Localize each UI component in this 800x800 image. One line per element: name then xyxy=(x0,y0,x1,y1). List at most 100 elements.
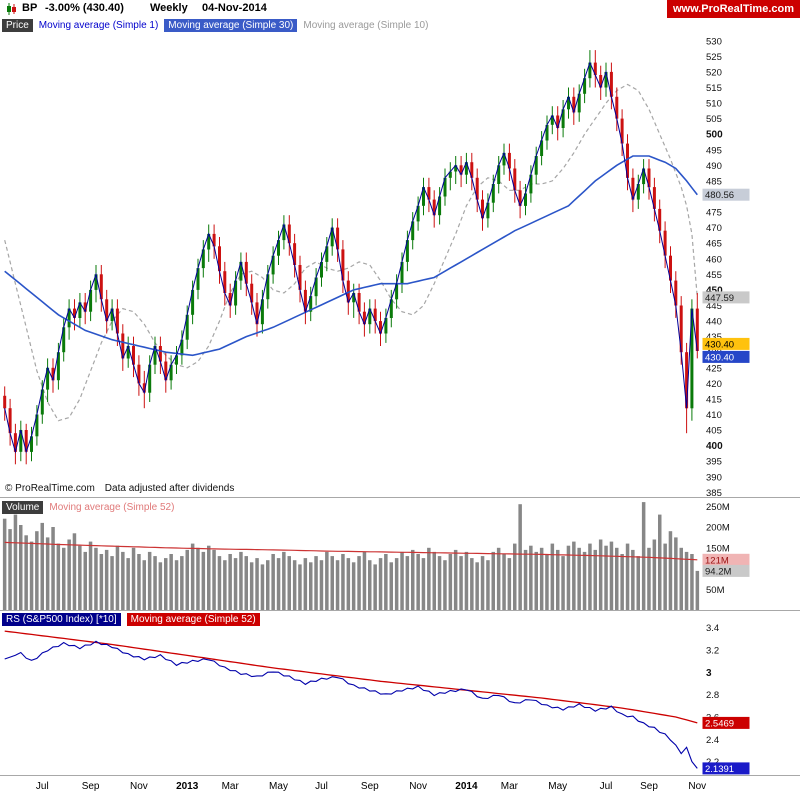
rs-axis-label: 2.8 xyxy=(706,690,719,701)
price-axis-label: 445 xyxy=(706,301,722,312)
panel-separator xyxy=(0,497,800,498)
date-label: 04-Nov-2014 xyxy=(202,2,267,14)
axis-price-tag xyxy=(702,762,750,775)
legend-ma-simple-10[interactable]: Moving average (Simple 10) xyxy=(303,19,429,31)
price-axis-label: 515 xyxy=(706,83,722,94)
price-axis-label: 460 xyxy=(706,254,722,265)
x-axis-label: Nov xyxy=(409,781,427,792)
volume-axis-label: 250M xyxy=(706,502,730,513)
price-legend: Price Moving average (Simple 1) Moving a… xyxy=(2,18,428,32)
price-axis-label: 465 xyxy=(706,239,722,250)
price-axis-label: 420 xyxy=(706,379,722,390)
price-axis-label: 525 xyxy=(706,52,722,63)
rs-axis-label: 2.4 xyxy=(706,735,719,746)
x-axis-label: Nov xyxy=(688,781,707,792)
x-axis-label: Jul xyxy=(599,781,613,792)
price-axis-label: 410 xyxy=(706,410,722,421)
axis-price-tag-label: 94.2M xyxy=(705,566,731,577)
price-axis-label: 495 xyxy=(706,145,722,156)
price-axis-label: 440 xyxy=(706,317,722,328)
price-axis-label: 520 xyxy=(706,67,722,78)
volume-axis-label: 200M xyxy=(706,523,730,534)
volume-axis-label: 150M xyxy=(706,543,730,554)
rs-axis-label: 3 xyxy=(706,668,712,679)
price-axis-label: 415 xyxy=(706,394,722,405)
time-axis: Jul Sep Nov 2013 Mar May Jul Sep Nov 2014 Mar May Ju… xyxy=(0,776,800,800)
axis-price-tag xyxy=(702,564,750,577)
axis-price-tag-label: 480.56 xyxy=(705,190,734,201)
watermark-note: Data adjusted after dividends xyxy=(104,483,235,494)
price-axis-label: 390 xyxy=(706,472,722,483)
panel-separator xyxy=(0,775,800,776)
timeframe-label[interactable]: Weekly xyxy=(150,2,188,14)
x-axis-label: Sep xyxy=(360,781,379,792)
price-axis-label: 405 xyxy=(706,426,722,437)
volume-legend: Volume Moving average (Simple 52) xyxy=(2,500,174,514)
x-axis-label: 2014 xyxy=(455,781,478,792)
x-axis-label: Nov xyxy=(129,781,148,792)
rs-axis-label: 3.2 xyxy=(706,646,719,657)
rs-axis-label: 3.4 xyxy=(706,623,719,634)
price-axis-label: 505 xyxy=(706,114,722,125)
price-panel-label[interactable]: Price xyxy=(2,18,33,32)
axis-price-tag xyxy=(702,188,750,201)
price-axis-label: 470 xyxy=(706,223,722,234)
volume-axis-label: 50M xyxy=(706,585,725,596)
price-axis-label: 425 xyxy=(706,363,722,374)
ma10-dashed-line xyxy=(4,83,698,422)
green-candle-icon xyxy=(7,3,16,15)
watermark: © ProRealTime.com Data adjusted after div… xyxy=(5,483,244,494)
legend-volume-ma-52[interactable]: Moving average (Simple 52) xyxy=(49,501,175,513)
rs-panel-label[interactable]: RS (S&P500 Index) [*10] xyxy=(2,612,121,626)
x-axis-label: Sep xyxy=(81,781,100,792)
rs-legend: RS (S&P500 Index) [*10] Moving average (… xyxy=(2,612,260,626)
panel-separator xyxy=(0,610,800,611)
x-axis-label: 2013 xyxy=(176,781,199,792)
price-axis-label: 500 xyxy=(706,130,723,141)
header: BP -3.00% (430.40) Weekly 04-Nov-2014 ww… xyxy=(0,0,800,18)
x-axis-label: Jul xyxy=(35,781,49,792)
volume-panel-label[interactable]: Volume xyxy=(2,500,44,514)
volume-bars-layer xyxy=(2,502,700,610)
price-axis-label: 400 xyxy=(706,441,723,452)
price-axis-label: 455 xyxy=(706,270,722,281)
legend-ma-simple-30[interactable]: Moving average (Simple 30) xyxy=(164,18,298,32)
rs-ma-line xyxy=(4,630,698,724)
rs-line xyxy=(4,640,698,769)
x-axis-label: May xyxy=(269,781,288,792)
price-axis-label: 510 xyxy=(706,99,722,110)
price-axis-label: 435 xyxy=(706,332,722,343)
legend-rs-ma-52[interactable]: Moving average (Simple 52) xyxy=(126,612,260,626)
x-axis-label: Mar xyxy=(500,781,519,792)
price-axis-label: 490 xyxy=(706,161,722,172)
close-price-line xyxy=(4,61,698,454)
axis-price-tag-label: 447.59 xyxy=(705,293,734,304)
symbol-label: BP xyxy=(22,2,38,14)
ma30-line xyxy=(4,155,698,357)
axis-price-tag-label: 430.40 xyxy=(705,352,734,363)
axis-price-tag xyxy=(702,553,750,566)
x-axis-label: Jul xyxy=(315,781,328,792)
x-axis-label: May xyxy=(548,781,568,792)
prorealtime-link[interactable]: www.ProRealTime.com xyxy=(666,0,800,18)
legend-ma-simple-1[interactable]: Moving average (Simple 1) xyxy=(38,19,159,31)
price-axis-label: 530 xyxy=(706,36,722,47)
price-axis-label: 395 xyxy=(706,457,722,468)
price-axis-label: 385 xyxy=(706,488,722,497)
price-axis-label: 450 xyxy=(706,285,723,296)
watermark-copyright: © ProRealTime.com xyxy=(5,483,95,494)
x-axis-label: Sep xyxy=(640,781,658,792)
price-axis-label: 475 xyxy=(706,208,722,219)
axis-price-tag-label: 2.1391 xyxy=(705,764,734,775)
axis-price-tag xyxy=(702,350,750,363)
change-label: -3.00% (430.40) xyxy=(45,2,124,14)
axis-price-tag xyxy=(702,716,750,729)
price-axis-label: 485 xyxy=(706,176,722,187)
candles-layer xyxy=(3,50,699,465)
volume-ma-line xyxy=(4,541,698,561)
price-chart[interactable]: 3853903954004054104154204254304354404454… xyxy=(0,33,800,497)
x-axis-label: Mar xyxy=(221,781,239,792)
